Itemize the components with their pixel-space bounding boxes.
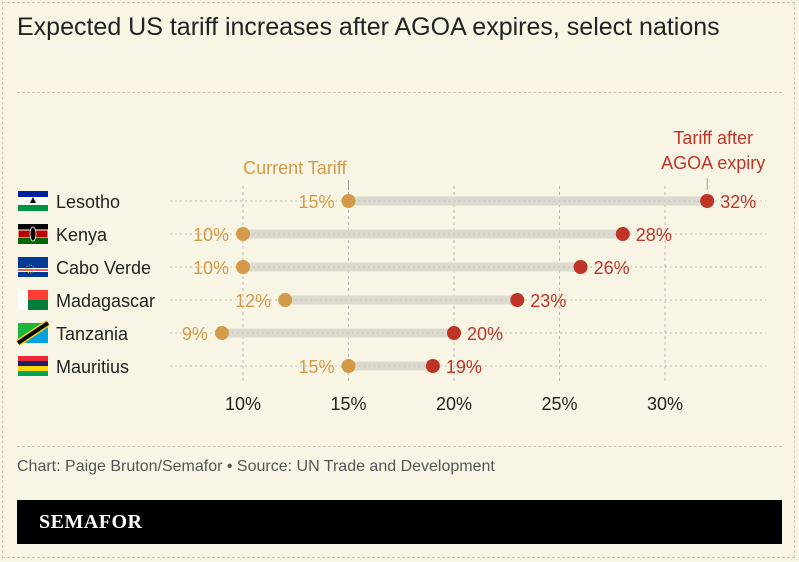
flag-stripe	[18, 371, 48, 376]
current-tariff-dot	[341, 359, 356, 373]
after-tariff-label: 32%	[720, 192, 756, 212]
flag-stars	[25, 264, 35, 274]
current-tariff-label: 10%	[193, 258, 229, 278]
chart-credit: Chart: Paige Bruton/Semafor • Source: UN…	[17, 458, 495, 475]
country-label: Madagascar	[56, 291, 155, 311]
flag-stripe	[18, 290, 28, 310]
divider	[17, 446, 782, 447]
legend-current-tariff: Current Tariff	[243, 158, 347, 178]
flag-stripe	[18, 361, 48, 366]
flag-emblem	[30, 197, 36, 203]
dumbbell-chart: 10% 15% 20% 25% 30% Current Tariff Tariff afte…	[16, 128, 766, 414]
after-tariff-dot	[700, 194, 715, 208]
mauritius-flag-icon	[18, 356, 48, 376]
current-tariff-label: 15%	[298, 192, 334, 212]
x-tick-label: 30%	[647, 394, 683, 414]
cabo-verde-flag-icon	[18, 257, 48, 277]
flag-stripe	[18, 191, 48, 197]
current-tariff-dot	[236, 227, 250, 241]
current-tariff-dot	[341, 194, 356, 208]
x-tick-label: 15%	[330, 394, 366, 414]
flag-band	[16, 321, 50, 345]
chart-title: Expected US tariff increases after AGOA …	[17, 13, 720, 41]
flag-shield	[29, 226, 37, 242]
semafor-logo: SEMAFOR	[39, 511, 143, 533]
current-tariff-label: 15%	[298, 357, 334, 377]
flag-stripe	[28, 290, 48, 300]
after-tariff-dot	[425, 359, 440, 373]
country-label: Mauritius	[56, 357, 129, 377]
current-tariff-label: 9%	[182, 324, 208, 344]
current-tariff-dot	[278, 293, 293, 307]
current-tariff-dot	[214, 326, 229, 340]
kenya-flag-icon	[17, 224, 49, 244]
after-tariff-label: 26%	[594, 258, 630, 278]
lesotho-flag-icon	[18, 191, 48, 211]
country-label: Cabo Verde	[56, 258, 151, 278]
x-tick-label: 10%	[225, 394, 261, 414]
country-label: Kenya	[56, 225, 108, 245]
tanzania-flag-icon	[16, 320, 50, 346]
flag-stripe	[18, 356, 48, 361]
footer-bar: SEMAFOR	[17, 500, 782, 544]
country-label: Lesotho	[56, 192, 120, 212]
flag-stripe	[18, 205, 48, 211]
country-label: Tanzania	[56, 324, 129, 344]
after-tariff-label: 23%	[530, 291, 566, 311]
after-tariff-dot	[573, 260, 588, 274]
divider	[17, 92, 782, 93]
x-tick-label: 25%	[541, 394, 577, 414]
flag-stripe	[18, 269, 48, 271]
after-tariff-label: 28%	[636, 225, 672, 245]
current-tariff-label: 10%	[193, 225, 229, 245]
after-tariff-label: 19%	[446, 357, 482, 377]
after-tariff-dot	[510, 293, 525, 307]
after-tariff-dot	[615, 227, 630, 241]
current-tariff-dot	[236, 260, 250, 274]
after-tariff-dot	[447, 326, 461, 340]
flag-stripe	[28, 300, 48, 310]
flag-stripe	[18, 366, 48, 371]
legend-tariff-after: Tariff after AGOA expiry	[661, 128, 765, 173]
after-tariff-label: 20%	[467, 324, 503, 344]
current-tariff-label: 12%	[235, 291, 271, 311]
x-tick-label: 20%	[436, 394, 472, 414]
madagascar-flag-icon	[18, 290, 48, 310]
flag-field	[18, 257, 48, 277]
